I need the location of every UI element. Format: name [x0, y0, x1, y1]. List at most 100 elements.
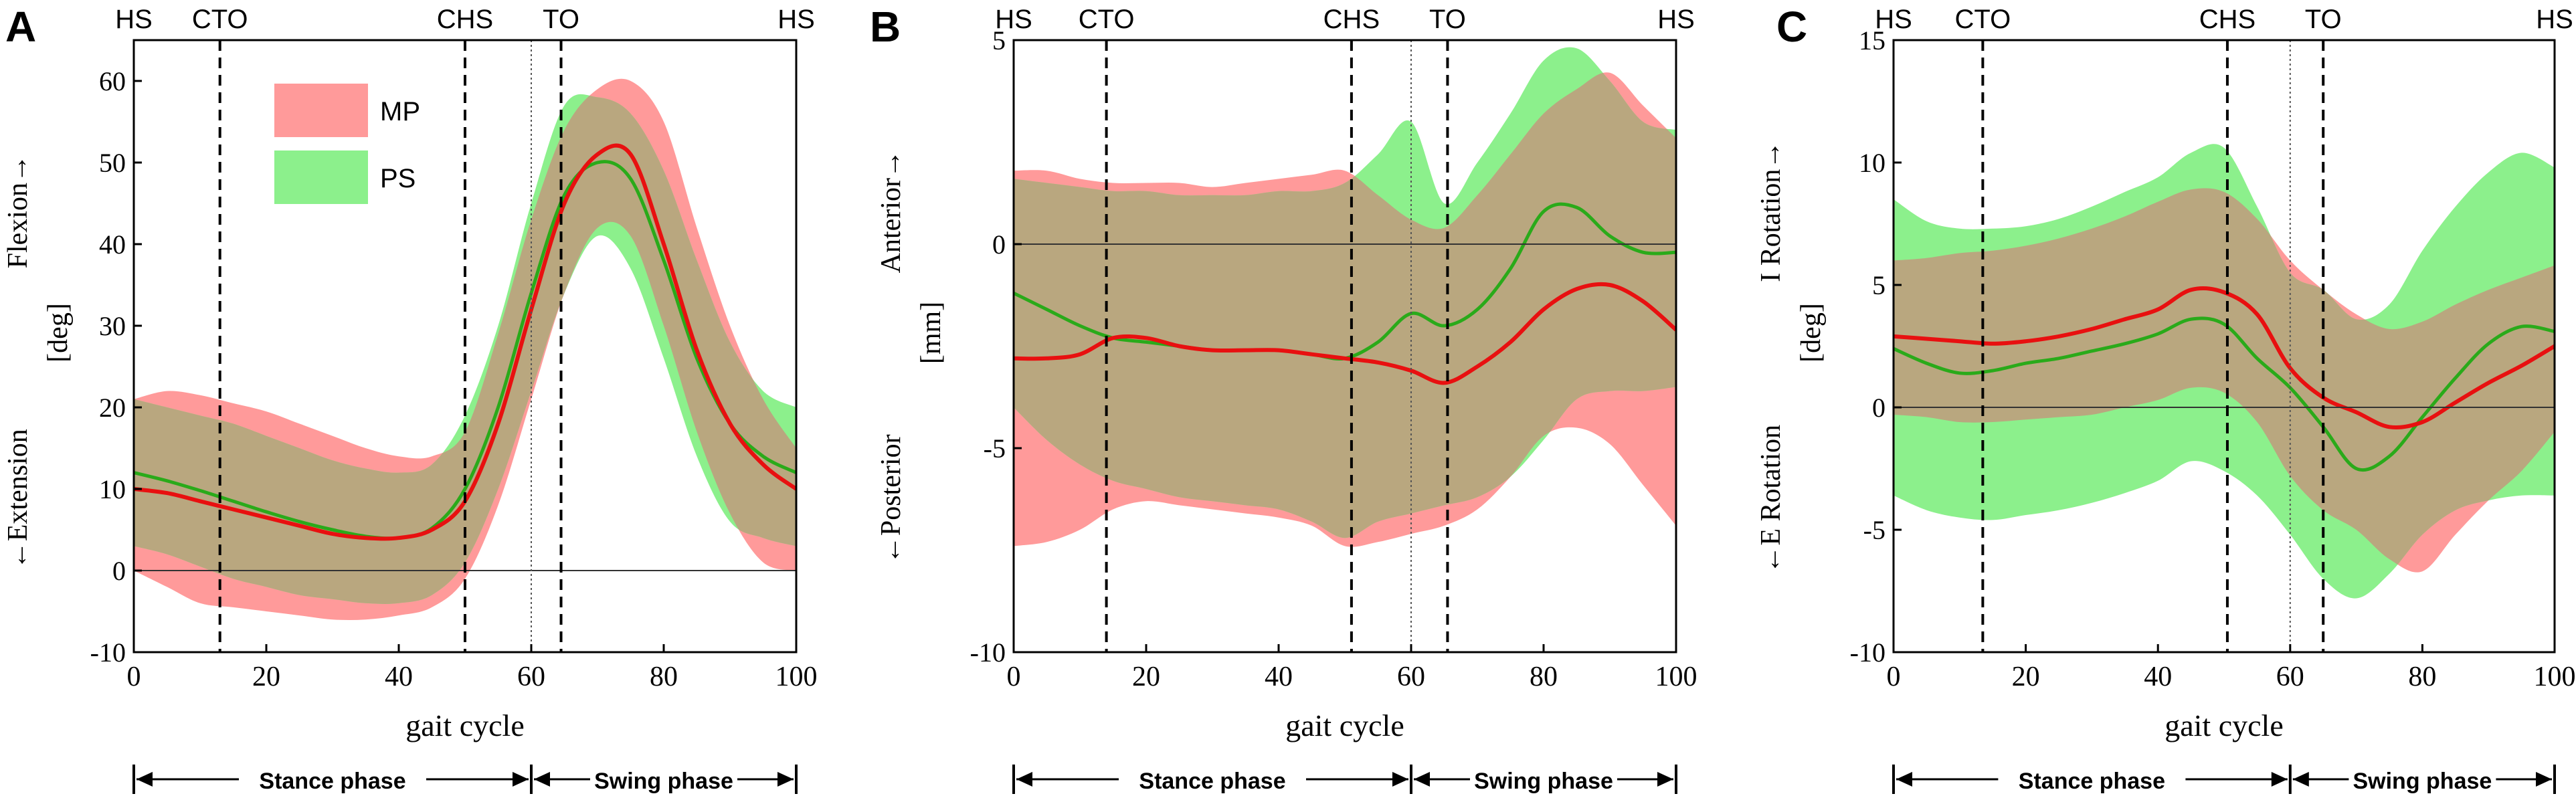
panel-letter: C	[1776, 3, 1807, 51]
event-label-chs: CHS	[1323, 5, 1380, 34]
x-tick-label: 20	[1132, 662, 1160, 692]
y-tick-label: -10	[970, 637, 1006, 668]
y-axis-unit: [deg]	[1796, 303, 1827, 363]
event-label-to: TO	[2305, 5, 2342, 34]
event-label-hs: HS	[115, 5, 153, 34]
ps-mean-line	[134, 160, 796, 540]
x-axis-label: gait cycle	[1285, 708, 1404, 742]
x-tick-label: 60	[2276, 662, 2304, 692]
x-tick-label: 0	[1007, 662, 1021, 692]
y-axis-unit: [deg]	[43, 303, 74, 363]
plot-area	[1014, 47, 1676, 547]
x-tick-label: 20	[252, 662, 280, 692]
stance-phase-label: Stance phase	[2019, 769, 2165, 794]
y-tick-label: 15	[1859, 25, 1885, 56]
ps-mean-line	[1014, 202, 1676, 361]
y-tick-label: 40	[99, 229, 126, 260]
stance-arrow-right-head	[1392, 772, 1408, 787]
legend-label-mp: MP	[380, 97, 420, 126]
event-label-chs: CHS	[2199, 5, 2256, 34]
x-tick-label: 60	[1397, 662, 1425, 692]
phase-bar: Stance phase Swing phase	[132, 765, 798, 794]
x-tick-label: 80	[1530, 662, 1558, 692]
y-tick-label: 20	[99, 393, 126, 423]
x-tick-label: 100	[775, 662, 818, 692]
y-axis-label-negative: ←Posterior	[876, 434, 907, 564]
plot-area	[134, 78, 796, 620]
y-axis-label-negative: ←Extension	[3, 429, 33, 569]
y-tick-label: 50	[99, 148, 126, 178]
axes-frame	[1012, 39, 1677, 654]
x-tick-label: 0	[1887, 662, 1901, 692]
x-tick-label: 40	[1265, 662, 1293, 692]
panel-b: HS CTO CHS TO HS -10 -5 0 5 0 20 40 60 80 100 gait cycl…	[870, 3, 1697, 794]
axes-frame	[1892, 39, 2556, 654]
event-label-to: TO	[543, 5, 579, 34]
stance-arrow-left-head	[1016, 772, 1032, 787]
y-tick-label: 0	[992, 229, 1006, 260]
stance-arrow-right-head	[2271, 772, 2288, 787]
swing-arrow-left-head	[1414, 772, 1430, 787]
y-tick-label: -10	[90, 637, 126, 668]
panel-letter: B	[870, 3, 901, 51]
overlap-sd-band	[134, 94, 796, 604]
swing-phase-label: Swing phase	[2353, 769, 2492, 794]
event-label-cto: CTO	[1955, 5, 2011, 34]
event-label-hs: HS	[2536, 5, 2573, 34]
event-label-cto: CTO	[1079, 5, 1135, 34]
y-tick-label: -5	[984, 433, 1006, 464]
stance-phase-label: Stance phase	[259, 769, 405, 794]
y-tick-label: 5	[992, 25, 1006, 56]
swing-arrow-right-head	[2536, 772, 2552, 787]
swing-phase-label: Swing phase	[1474, 769, 1613, 794]
x-axis-label: gait cycle	[2165, 708, 2284, 742]
legend-label-ps: PS	[380, 164, 416, 193]
legend: MP PS	[274, 84, 420, 204]
event-label-hs: HS	[777, 5, 815, 34]
x-tick-label: 80	[650, 662, 678, 692]
y-tick-label: -10	[1850, 637, 1885, 668]
x-tick-label: 80	[2408, 662, 2436, 692]
swing-phase-label: Swing phase	[594, 769, 733, 794]
x-tick-label: 40	[385, 662, 413, 692]
x-tick-label: 60	[517, 662, 545, 692]
x-tick-label: 40	[2144, 662, 2172, 692]
phase-bar: Stance phase Swing phase	[1892, 765, 2556, 794]
x-tick-label: 100	[2534, 662, 2576, 692]
y-tick-label: 0	[1872, 393, 1885, 423]
overlap-sd-band	[1014, 72, 1676, 538]
y-axis-unit: [mm]	[916, 302, 947, 364]
phase-bar: Stance phase Swing phase	[1012, 765, 1677, 794]
event-label-hs: HS	[1657, 5, 1695, 34]
y-tick-label: 60	[99, 66, 126, 96]
y-tick-label: 5	[1872, 270, 1885, 300]
y-tick-label: 30	[99, 311, 126, 341]
x-tick-label: 20	[2012, 662, 2040, 692]
event-label-to: TO	[1429, 5, 1466, 34]
axes-frame	[132, 39, 798, 654]
y-tick-label: 10	[99, 474, 126, 504]
panel-c: HS CTO CHS TO HS -10 -5 0 5 10 15 0 20 40 60 80 100 gait …	[1756, 3, 2576, 794]
y-axis-label-positive: Flexion→	[3, 155, 33, 268]
y-axis-label-positive: Anterior→	[876, 150, 907, 273]
y-axis-label-negative: ←E Rotation	[1756, 425, 1786, 574]
mp-mean-line	[1014, 282, 1676, 385]
event-label-hs: HS	[1875, 5, 1912, 34]
swing-arrow-left-head	[2292, 772, 2309, 787]
stance-arrow-left-head	[136, 772, 153, 787]
legend-swatch-mp	[274, 84, 368, 137]
x-tick-label: 0	[127, 662, 141, 692]
stance-arrow-right-head	[513, 772, 529, 787]
panel-letter: A	[5, 3, 36, 51]
y-tick-label: 10	[1859, 148, 1885, 178]
y-axis-label-positive: I Rotation→	[1756, 141, 1786, 282]
stance-phase-label: Stance phase	[1139, 769, 1285, 794]
y-tick-label: 0	[112, 556, 126, 586]
legend-swatch-ps	[274, 150, 368, 204]
swing-arrow-left-head	[534, 772, 550, 787]
x-axis-label: gait cycle	[405, 708, 525, 742]
stance-arrow-left-head	[1896, 772, 1912, 787]
event-label-chs: CHS	[437, 5, 493, 34]
